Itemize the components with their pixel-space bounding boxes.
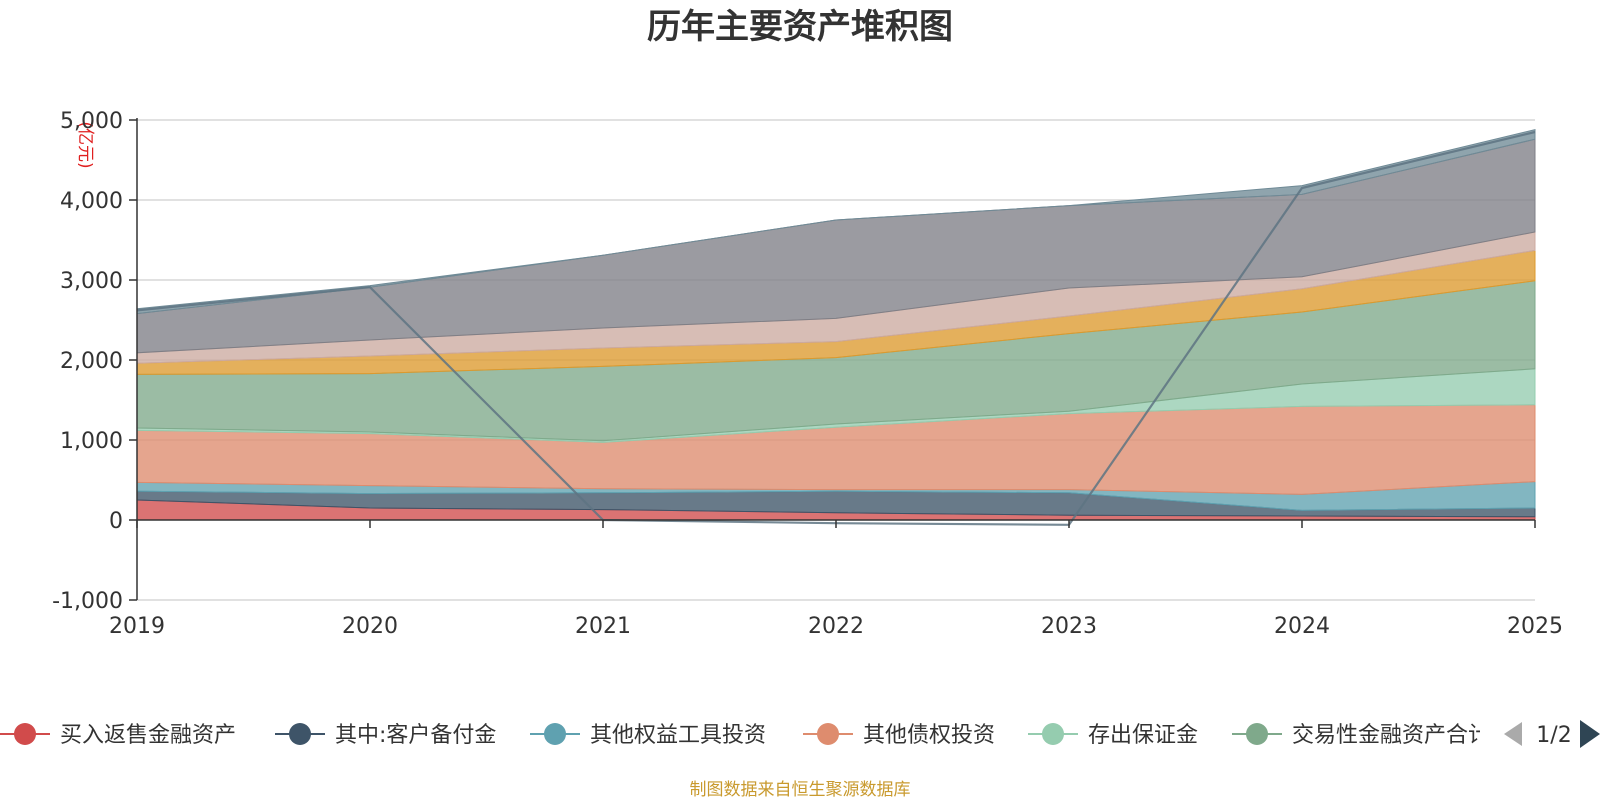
x-tick-label: 2023: [1041, 614, 1097, 639]
legend-label-1: 其中:客户备付金: [335, 723, 496, 748]
data-source-note: 制图数据来自恒生聚源数据库: [690, 780, 911, 800]
legend-label-3: 其他债权投资: [863, 723, 995, 748]
y-axis-unit-label: (亿元): [75, 121, 95, 168]
y-tick-label: 0: [109, 509, 123, 534]
legend-next-page-icon[interactable]: [1580, 720, 1600, 748]
y-tick-label: 4,000: [60, 189, 123, 214]
legend-marker-4: [1042, 723, 1064, 745]
y-tick-label: -1,000: [52, 589, 123, 614]
legend-marker-2: [544, 723, 566, 745]
axes: -1,000 0 1,000 2,000 3,000 4,000 5,000 2019 2020…: [52, 109, 1563, 639]
x-tick-label: 2021: [575, 614, 631, 639]
legend-page-indicator: 1/2: [1536, 723, 1571, 748]
legend-label-2: 其他权益工具投资: [590, 723, 766, 748]
x-tick-label: 2022: [808, 614, 864, 639]
y-tick-label: 5,000: [60, 109, 123, 134]
y-tick-label: 3,000: [60, 269, 123, 294]
x-tick-label: 2019: [109, 614, 165, 639]
legend: 买入返售金融资产 其中:客户备付金 其他权益工具投资 其他债权投资 存出保证金 交易性金融…: [0, 716, 1600, 752]
legend-marker-3: [817, 723, 839, 745]
legend-label-5: 交易性金融资产合计: [1292, 723, 1490, 748]
legend-clip-mask: [1480, 716, 1500, 752]
y-tick-label: 1,000: [60, 429, 123, 454]
legend-marker-0: [14, 723, 36, 745]
stacked-areas: [136, 128, 1536, 521]
x-tick-label: 2025: [1507, 614, 1563, 639]
legend-label-0: 买入返售金融资产: [60, 723, 236, 748]
x-tick-label: 2024: [1274, 614, 1330, 639]
chart-title: 历年主要资产堆积图: [647, 7, 953, 47]
area-series-9: [136, 128, 1536, 315]
legend-marker-5: [1246, 723, 1268, 745]
y-tick-label: 2,000: [60, 349, 123, 374]
legend-label-4: 存出保证金: [1088, 723, 1198, 748]
legend-marker-1: [289, 723, 311, 745]
legend-prev-page-icon[interactable]: [1504, 722, 1522, 746]
x-tick-label: 2020: [342, 614, 398, 639]
